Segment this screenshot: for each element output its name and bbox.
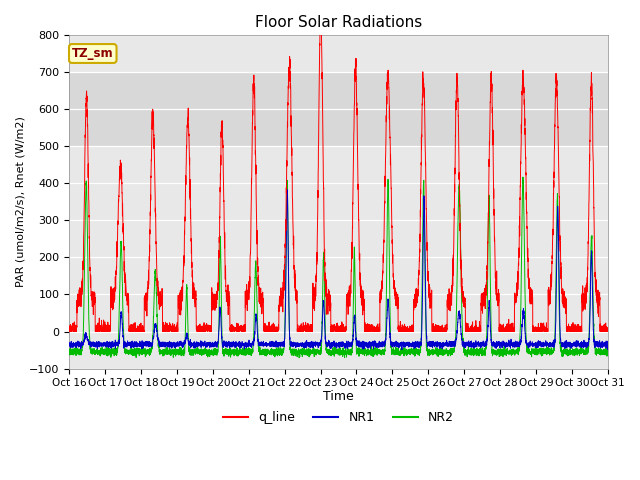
q_line	[486, 99, 494, 105]
q_line	[65, 328, 73, 334]
NR1	[513, 343, 520, 348]
Title: Floor Solar Radiations: Floor Solar Radiations	[255, 15, 422, 30]
NR2	[527, 351, 534, 357]
q_line	[177, 300, 185, 305]
NR2	[387, 344, 395, 350]
NR1	[65, 342, 73, 348]
NR1	[284, 187, 291, 193]
NR2	[358, 349, 366, 355]
q_line	[66, 329, 74, 335]
Y-axis label: PAR (umol/m2/s), Rnet (W/m2): PAR (umol/m2/s), Rnet (W/m2)	[15, 117, 25, 288]
NR1	[177, 338, 185, 344]
q_line	[358, 300, 366, 305]
q_line	[317, 0, 324, 2]
NR2	[177, 349, 185, 355]
NR1	[604, 344, 612, 349]
NR1	[358, 340, 366, 346]
q_line	[387, 194, 395, 200]
Bar	[69, 72, 608, 146]
NR1	[398, 347, 406, 353]
q_line	[604, 327, 612, 333]
Line: q_line: q_line	[69, 0, 608, 332]
NR1	[387, 343, 395, 349]
NR1	[527, 340, 534, 346]
NR2	[486, 259, 494, 265]
NR2	[295, 355, 303, 360]
NR2	[513, 350, 520, 356]
NR2	[65, 349, 73, 355]
X-axis label: Time: Time	[323, 390, 354, 403]
NR1	[486, 319, 494, 325]
NR2	[519, 174, 527, 180]
Legend: q_line, NR1, NR2: q_line, NR1, NR2	[218, 406, 459, 429]
NR2	[604, 352, 612, 358]
Line: NR2: NR2	[69, 177, 608, 358]
Line: NR1: NR1	[69, 190, 608, 350]
q_line	[513, 295, 520, 301]
Text: TZ_sm: TZ_sm	[72, 47, 113, 60]
q_line	[527, 291, 534, 297]
